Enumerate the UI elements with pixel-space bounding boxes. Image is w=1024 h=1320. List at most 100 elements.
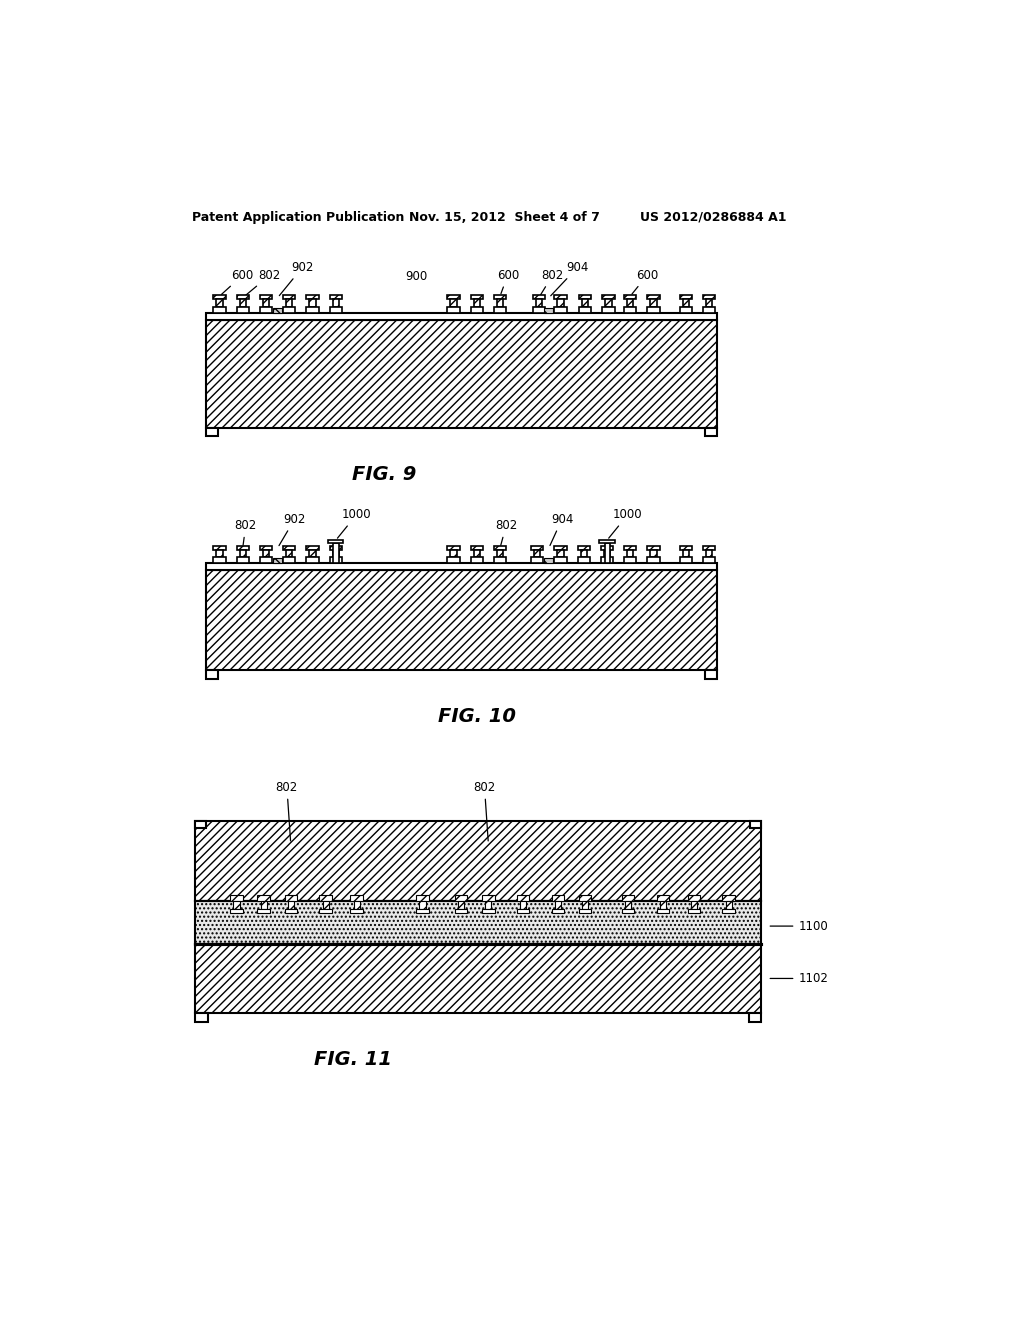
Bar — [482, 909, 495, 913]
Text: 902: 902 — [279, 512, 306, 545]
Bar — [283, 308, 295, 313]
Bar — [680, 308, 692, 313]
Bar — [263, 300, 269, 308]
Bar — [531, 557, 544, 564]
Text: 904: 904 — [550, 512, 573, 545]
Bar — [260, 557, 272, 564]
Bar — [703, 545, 716, 549]
Text: 600: 600 — [632, 268, 658, 294]
Bar — [650, 549, 656, 557]
Bar — [451, 300, 457, 308]
Text: FIG. 10: FIG. 10 — [437, 708, 516, 726]
Bar — [230, 895, 243, 902]
Bar — [707, 549, 713, 557]
Text: Nov. 15, 2012  Sheet 4 of 7: Nov. 15, 2012 Sheet 4 of 7 — [409, 211, 599, 224]
Bar — [497, 300, 503, 308]
Bar — [536, 300, 542, 308]
Bar — [330, 308, 342, 313]
Bar — [230, 909, 243, 913]
Bar — [455, 909, 467, 913]
Bar — [233, 902, 240, 909]
Bar — [213, 557, 225, 564]
Bar — [601, 557, 613, 564]
Bar — [471, 308, 483, 313]
Bar — [306, 545, 318, 549]
Bar — [309, 300, 315, 308]
Bar — [263, 549, 269, 557]
Bar — [333, 300, 339, 308]
Bar — [285, 909, 297, 913]
Bar — [622, 909, 634, 913]
Bar — [680, 545, 692, 549]
Bar — [213, 545, 225, 549]
Bar — [583, 300, 589, 308]
Bar — [554, 545, 566, 549]
Bar — [319, 895, 332, 902]
Bar — [703, 296, 716, 300]
Text: Patent Application Publication: Patent Application Publication — [191, 211, 403, 224]
Bar — [286, 300, 292, 308]
Bar — [237, 296, 249, 300]
Bar — [656, 895, 669, 902]
Bar — [482, 895, 495, 902]
Text: 802: 802 — [541, 268, 564, 296]
Bar — [624, 308, 636, 313]
Bar — [334, 544, 339, 564]
Bar — [420, 902, 426, 909]
Bar — [260, 296, 272, 300]
Bar — [703, 308, 716, 313]
Bar — [497, 549, 503, 557]
Bar — [306, 296, 318, 300]
Bar — [213, 296, 225, 300]
Bar — [557, 549, 563, 557]
Text: 1000: 1000 — [338, 508, 372, 539]
Bar — [494, 557, 506, 564]
Bar — [474, 549, 480, 557]
Text: 802: 802 — [245, 268, 281, 296]
Bar — [579, 308, 592, 313]
Bar — [196, 821, 761, 902]
Bar — [260, 902, 266, 909]
Bar — [455, 895, 467, 902]
Bar — [333, 549, 339, 557]
Bar — [216, 549, 222, 557]
Text: 600: 600 — [497, 268, 519, 293]
Bar — [273, 558, 283, 564]
Bar — [309, 549, 315, 557]
Bar — [604, 544, 610, 564]
Bar — [447, 545, 460, 549]
Bar — [578, 545, 590, 549]
Text: 904: 904 — [551, 261, 589, 296]
Bar — [494, 545, 506, 549]
Text: 1100: 1100 — [770, 920, 828, 933]
Bar — [240, 300, 246, 308]
Bar — [196, 821, 206, 829]
Bar — [283, 545, 295, 549]
Bar — [555, 902, 561, 909]
Bar — [447, 296, 460, 300]
Bar — [206, 321, 717, 428]
Bar — [447, 308, 460, 313]
Bar — [330, 545, 342, 549]
Bar — [599, 540, 614, 544]
Bar — [494, 296, 506, 300]
Bar — [447, 557, 460, 564]
Bar — [557, 300, 563, 308]
Bar — [458, 902, 464, 909]
Bar — [705, 428, 717, 437]
Bar — [285, 895, 297, 902]
Bar — [544, 558, 554, 564]
Bar — [196, 944, 761, 1014]
Bar — [328, 540, 343, 544]
Bar — [517, 909, 529, 913]
Bar — [659, 902, 666, 909]
Bar — [578, 557, 590, 564]
Bar — [206, 564, 717, 570]
Bar — [579, 895, 592, 902]
Bar — [627, 300, 633, 308]
Bar — [417, 909, 429, 913]
Bar — [471, 557, 483, 564]
Bar — [552, 895, 564, 902]
Bar — [601, 545, 613, 549]
Bar — [625, 902, 631, 909]
